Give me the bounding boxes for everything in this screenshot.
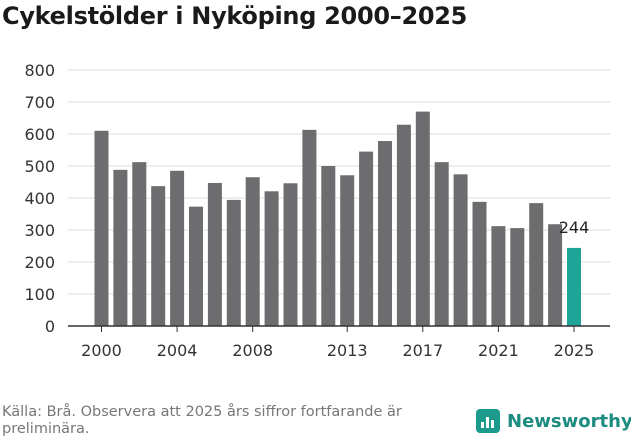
bar-chart-icon — [476, 409, 500, 433]
y-tick-label: 600 — [24, 125, 55, 144]
bar-2008 — [245, 177, 260, 326]
bar-2022 — [510, 228, 525, 326]
x-tick-label: 2000 — [81, 341, 122, 360]
y-tick-label: 700 — [24, 93, 55, 112]
bar-2007 — [226, 199, 241, 326]
bar-2015 — [378, 141, 392, 326]
x-tick-label: 2017 — [402, 341, 443, 360]
chart-title: Cykelstölder i Nyköping 2000–2025 — [2, 2, 468, 30]
bar-2016 — [396, 124, 411, 326]
bar-highlight-2025 — [567, 247, 581, 326]
bar-2011 — [302, 129, 317, 326]
x-tick-label: 2008 — [232, 341, 273, 360]
bar-2023 — [529, 203, 544, 326]
bar-chart: 0 100 200 300 400 500 600 700 800 2000 2004 2008 201… — [24, 61, 610, 360]
bar-2017 — [415, 111, 430, 326]
y-tick-label: 200 — [24, 253, 55, 272]
bar-2001 — [113, 169, 128, 326]
bar-2000 — [94, 130, 109, 326]
bar-2013 — [340, 175, 355, 326]
bar-2021 — [491, 226, 506, 326]
y-tick-label: 100 — [24, 285, 55, 304]
bar-2019 — [453, 174, 468, 326]
source-note: Källa: Brå. Observera att 2025 års siffr… — [2, 404, 402, 437]
bar-2020 — [472, 201, 487, 326]
y-tick-label: 500 — [24, 157, 55, 176]
newsworthy-logo[interactable]: Newsworthy — [476, 409, 631, 433]
x-tick-label: 2021 — [478, 341, 519, 360]
x-tick-label: 2013 — [327, 341, 368, 360]
y-tick-label: 0 — [45, 317, 55, 336]
bar-2014 — [359, 151, 374, 326]
bar-2006 — [207, 182, 222, 326]
bar-2003 — [151, 186, 166, 326]
y-tick-label: 800 — [24, 61, 55, 80]
bar-2024 — [548, 224, 563, 326]
bar-2004 — [170, 170, 185, 326]
x-tick-label: 2004 — [157, 341, 198, 360]
bar-2009 — [264, 191, 279, 326]
bar-2010 — [283, 183, 298, 326]
y-tick-label: 300 — [24, 221, 55, 240]
value-label: 244 — [559, 218, 590, 237]
x-tick-label: 2025 — [554, 341, 595, 360]
bar-2002 — [132, 162, 147, 326]
brand-name: Newsworthy — [507, 410, 631, 432]
bar-2005 — [189, 206, 203, 326]
bar-2012 — [321, 166, 336, 326]
bar-2018 — [434, 162, 449, 326]
y-tick-label: 400 — [24, 189, 55, 208]
